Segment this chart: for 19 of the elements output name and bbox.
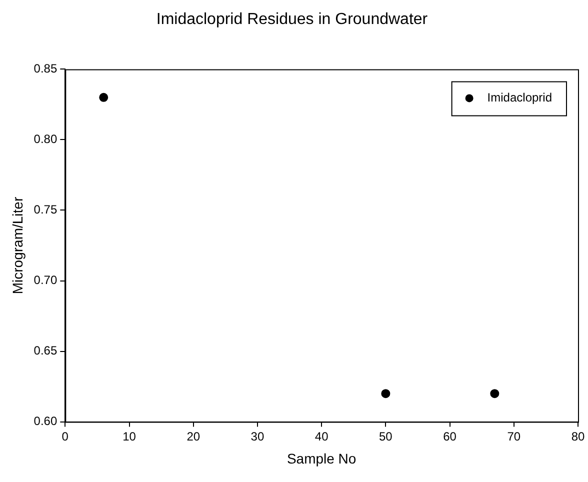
x-tick-label: 0: [62, 429, 69, 444]
x-tick-label: 60: [443, 429, 457, 444]
legend-label: Imidacloprid: [487, 90, 552, 105]
x-tick-label: 70: [507, 429, 521, 444]
y-tick-label: 0.70: [34, 273, 58, 288]
chart-title: Imidacloprid Residues in Groundwater: [156, 11, 428, 28]
x-axis-title: Sample No: [286, 450, 356, 466]
y-tick-label: 0.60: [34, 414, 58, 428]
y-tick-label: 0.80: [34, 132, 58, 146]
x-tick-label: 10: [122, 429, 136, 444]
x-tick-label: 30: [250, 429, 264, 444]
x-tick-label: 80: [571, 429, 585, 444]
x-tick-label: 20: [186, 429, 200, 444]
y-tick-label: 0.75: [34, 202, 58, 217]
y-tick-label: 0.85: [34, 62, 58, 76]
x-tick-label: 50: [379, 429, 393, 444]
y-tick-label: 0.65: [34, 344, 58, 358]
x-tick-label: 40: [314, 429, 329, 444]
y-axis-title: Microgram/Liter: [9, 196, 26, 294]
